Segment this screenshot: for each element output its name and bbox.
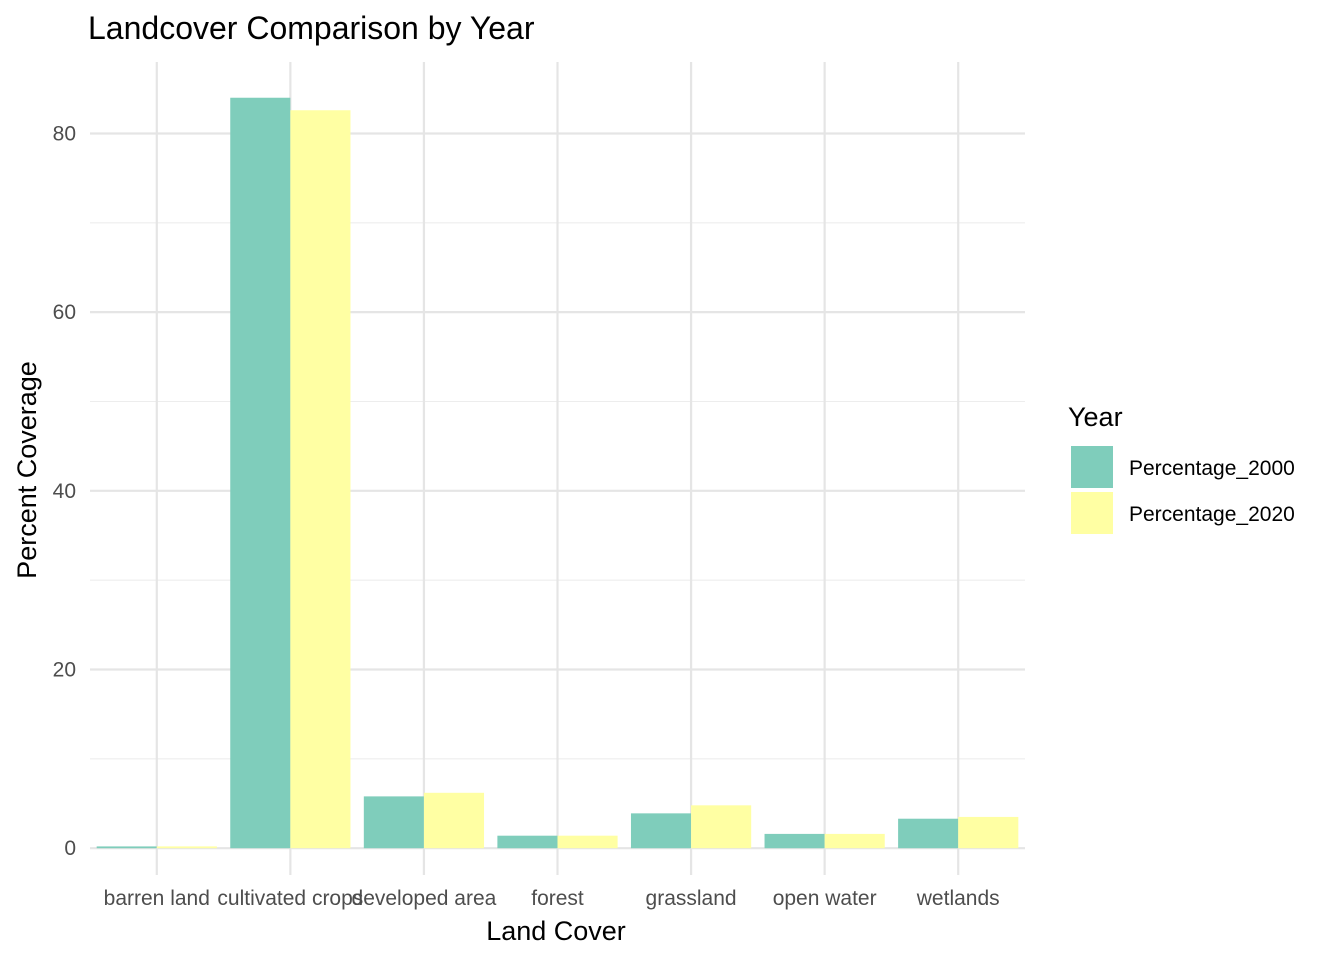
bars-group bbox=[96, 97, 1019, 849]
bar-percentage_2000-cultivated-crops bbox=[230, 97, 291, 849]
legend-swatch-percentage_2000 bbox=[1071, 446, 1113, 488]
bar-percentage_2020-forest bbox=[557, 835, 618, 849]
bar-percentage_2000-grassland bbox=[630, 813, 692, 849]
legend-label: Percentage_2020 bbox=[1129, 503, 1295, 526]
y-tick-label: 80 bbox=[53, 122, 76, 145]
bar-percentage_2020-barren-land bbox=[156, 846, 217, 849]
y-tick-label: 40 bbox=[53, 480, 76, 503]
bar-percentage_2020-developed-area bbox=[423, 792, 485, 849]
y-axis-ticks: 0 20 40 60 80 bbox=[53, 122, 76, 860]
bar-percentage_2000-wetlands bbox=[898, 818, 959, 849]
x-tick-label: wetlands bbox=[916, 887, 1000, 910]
bar-percentage_2000-developed-area bbox=[363, 796, 424, 849]
y-tick-label: 0 bbox=[64, 837, 76, 860]
bar-percentage_2000-barren-land bbox=[96, 846, 157, 849]
bar-percentage_2000-forest bbox=[497, 835, 558, 849]
y-tick-label: 60 bbox=[53, 301, 76, 324]
bar-percentage_2020-open-water bbox=[824, 833, 885, 849]
y-axis-title: Percent Coverage bbox=[12, 361, 42, 579]
legend-swatch-percentage_2020 bbox=[1071, 492, 1113, 534]
x-tick-label: open water bbox=[773, 887, 877, 910]
chart-title: Landcover Comparison by Year bbox=[88, 10, 535, 46]
legend: Year Percentage_2000 Percentage_2020 bbox=[1068, 402, 1295, 534]
x-tick-label: forest bbox=[531, 887, 584, 910]
x-tick-label: cultivated crops bbox=[217, 887, 363, 910]
bar-percentage_2000-open-water bbox=[764, 833, 825, 849]
x-tick-label: grassland bbox=[646, 887, 737, 910]
legend-label: Percentage_2000 bbox=[1129, 457, 1295, 480]
bar-percentage_2020-cultivated-crops bbox=[290, 110, 351, 849]
x-tick-label: barren land bbox=[104, 887, 210, 910]
bar-percentage_2020-grassland bbox=[691, 805, 752, 849]
legend-title: Year bbox=[1068, 402, 1123, 432]
y-tick-label: 20 bbox=[53, 659, 76, 682]
bar-percentage_2020-wetlands bbox=[958, 816, 1019, 849]
x-axis-title: Land Cover bbox=[486, 916, 626, 946]
x-tick-label: developed area bbox=[352, 887, 497, 910]
